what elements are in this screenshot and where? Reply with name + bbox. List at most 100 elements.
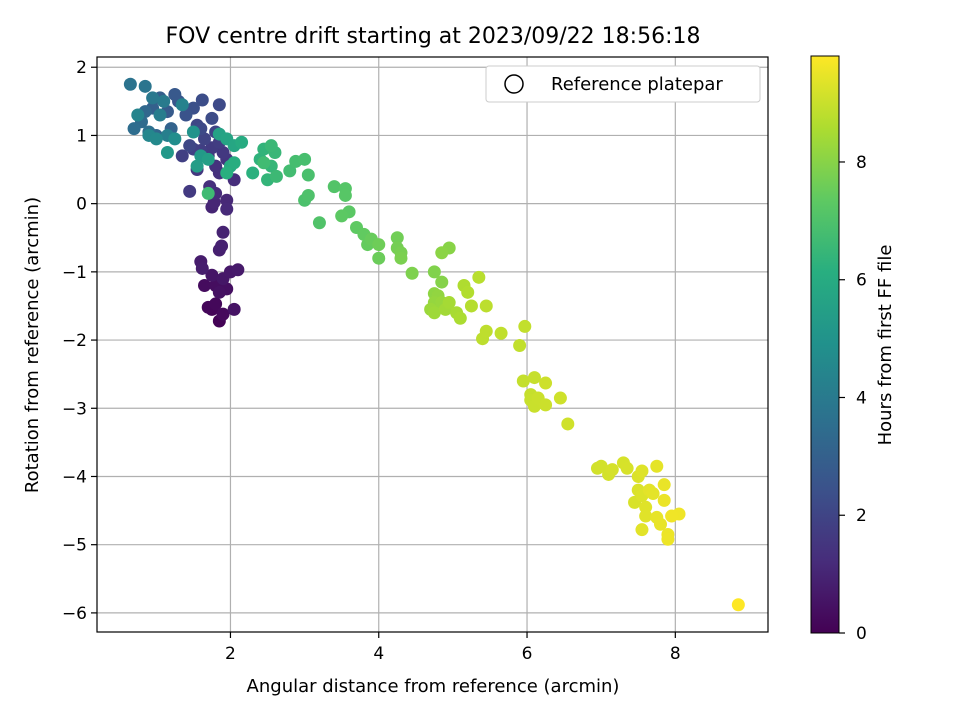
data-point bbox=[201, 186, 215, 200]
data-point bbox=[479, 324, 493, 338]
data-point bbox=[657, 493, 671, 507]
data-point bbox=[479, 299, 493, 313]
legend-marker-icon bbox=[504, 74, 524, 94]
colorbar-tick-label: 2 bbox=[856, 506, 867, 526]
data-point bbox=[198, 278, 212, 292]
data-point bbox=[175, 149, 189, 163]
colorbar-label: Hours from first FF file bbox=[875, 245, 896, 446]
data-point bbox=[264, 139, 278, 153]
data-point bbox=[653, 517, 667, 531]
data-point bbox=[312, 216, 326, 230]
data-point bbox=[539, 376, 553, 390]
x-tick-label: 2 bbox=[225, 644, 236, 664]
data-point bbox=[372, 251, 386, 265]
data-point bbox=[338, 188, 352, 202]
data-point bbox=[269, 169, 283, 183]
data-point bbox=[635, 464, 649, 478]
x-axis: 2 4 6 8 bbox=[225, 632, 681, 664]
data-point bbox=[298, 152, 312, 166]
data-point bbox=[212, 285, 226, 299]
data-point bbox=[390, 231, 404, 245]
data-point bbox=[435, 275, 449, 289]
data-point bbox=[539, 398, 553, 412]
data-point bbox=[472, 270, 486, 284]
data-point bbox=[183, 139, 197, 153]
data-point bbox=[127, 122, 141, 136]
colorbar-gradient bbox=[810, 55, 840, 634]
data-point bbox=[635, 523, 649, 537]
data-point bbox=[216, 225, 230, 239]
scatter-points bbox=[123, 77, 745, 612]
x-tick-label: 4 bbox=[373, 644, 384, 664]
plot-background bbox=[97, 57, 768, 632]
data-point bbox=[327, 180, 341, 194]
data-point bbox=[513, 339, 527, 353]
data-point bbox=[157, 94, 171, 108]
x-tick-label: 8 bbox=[670, 644, 681, 664]
data-point bbox=[442, 296, 456, 310]
y-tick-label: −4 bbox=[62, 467, 87, 487]
data-point bbox=[231, 263, 245, 277]
data-point bbox=[246, 166, 260, 180]
data-point bbox=[427, 265, 441, 279]
data-point bbox=[405, 266, 419, 280]
colorbar-tick-label: 4 bbox=[856, 388, 867, 408]
data-point bbox=[394, 251, 408, 265]
data-point bbox=[212, 98, 226, 112]
data-point bbox=[453, 311, 467, 325]
data-point bbox=[183, 184, 197, 198]
data-point bbox=[657, 478, 671, 492]
data-point bbox=[646, 487, 660, 501]
data-point bbox=[620, 461, 634, 475]
data-point bbox=[201, 152, 215, 166]
data-point bbox=[186, 125, 200, 139]
y-tick-label: 1 bbox=[76, 126, 87, 146]
colorbar: 0 2 4 6 8 Hours from first FF file bbox=[810, 55, 896, 644]
data-point bbox=[516, 374, 530, 388]
data-point bbox=[372, 238, 386, 252]
data-point bbox=[205, 111, 219, 125]
colorbar-ticks: 0 2 4 6 8 bbox=[839, 153, 867, 644]
data-point bbox=[650, 459, 664, 473]
y-tick-label: −3 bbox=[62, 399, 87, 419]
data-point bbox=[195, 261, 209, 275]
data-point bbox=[427, 306, 441, 320]
data-point bbox=[661, 532, 675, 546]
data-point bbox=[301, 168, 315, 182]
data-point bbox=[153, 108, 167, 122]
data-point bbox=[461, 285, 475, 299]
y-tick-label: −2 bbox=[62, 331, 87, 351]
data-point bbox=[123, 77, 137, 91]
plot-frame bbox=[96, 56, 769, 633]
data-point bbox=[205, 268, 219, 282]
data-point bbox=[494, 326, 508, 340]
data-point bbox=[435, 246, 449, 260]
chart-title: FOV centre drift starting at 2023/09/22 … bbox=[166, 24, 701, 49]
data-point bbox=[731, 598, 745, 612]
data-point bbox=[283, 164, 297, 178]
y-tick-label: 0 bbox=[76, 195, 87, 215]
data-point bbox=[138, 79, 152, 93]
legend-label: Reference platepar bbox=[551, 74, 723, 95]
data-point bbox=[149, 132, 163, 146]
data-point bbox=[146, 91, 160, 105]
colorbar-tick-label: 6 bbox=[856, 271, 867, 291]
data-point bbox=[553, 391, 567, 405]
data-point bbox=[175, 98, 189, 112]
data-point bbox=[257, 156, 271, 170]
y-axis-label: Rotation from reference (arcmin) bbox=[22, 197, 43, 493]
data-point bbox=[168, 132, 182, 146]
y-tick-label: −1 bbox=[62, 263, 87, 283]
data-point bbox=[220, 202, 234, 216]
data-point bbox=[216, 145, 230, 159]
legend: Reference platepar bbox=[485, 65, 761, 103]
colorbar-tick-label: 8 bbox=[856, 153, 867, 173]
data-point bbox=[215, 239, 229, 253]
y-tick-label: 2 bbox=[76, 58, 87, 78]
data-point bbox=[605, 463, 619, 477]
data-point bbox=[195, 93, 209, 107]
y-axis: 2 1 0 −1 −2 −3 −4 −5 −6 bbox=[62, 58, 97, 624]
data-point bbox=[335, 209, 349, 223]
data-point bbox=[131, 108, 145, 122]
